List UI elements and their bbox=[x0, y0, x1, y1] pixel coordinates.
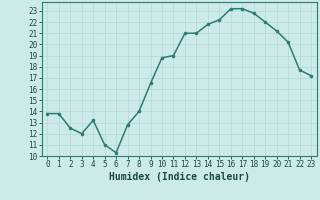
X-axis label: Humidex (Indice chaleur): Humidex (Indice chaleur) bbox=[109, 172, 250, 182]
